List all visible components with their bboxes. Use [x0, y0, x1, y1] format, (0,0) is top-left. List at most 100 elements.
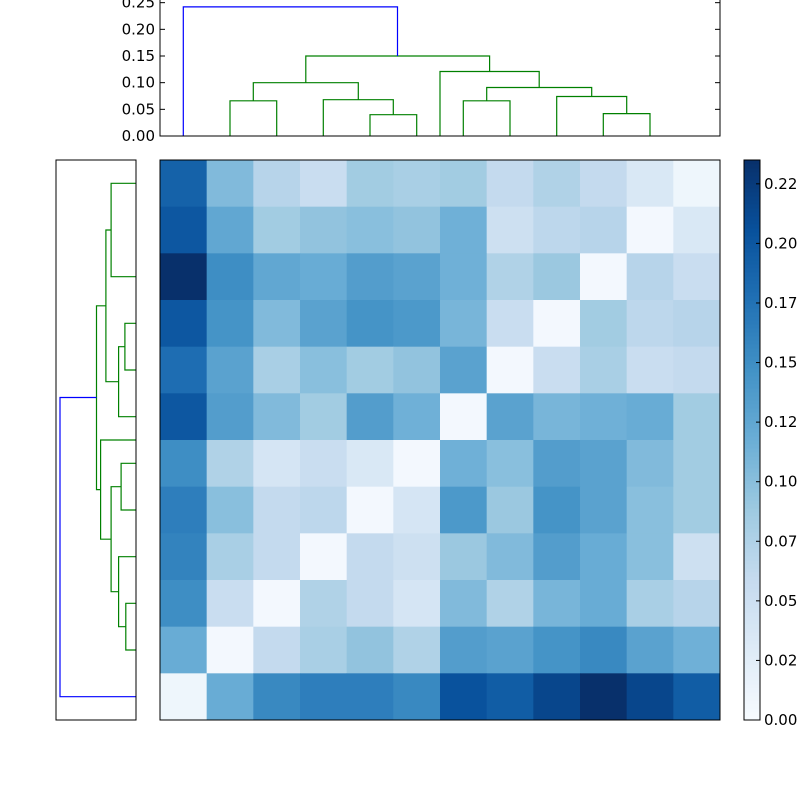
heatmap-cell [580, 533, 628, 581]
heatmap-cell [580, 393, 628, 441]
colorbar-segment [744, 568, 760, 573]
colorbar-segment [744, 644, 760, 649]
colorbar-segment [744, 592, 760, 597]
heatmap-cell [253, 440, 301, 488]
colorbar-segment [744, 244, 760, 249]
heatmap-cell [533, 206, 581, 254]
colorbar-segment [744, 480, 760, 485]
heatmap-cell [300, 673, 348, 721]
colorbar-segment [744, 352, 760, 357]
colorbar-segment [744, 160, 760, 165]
heatmap-cell [206, 673, 254, 721]
colorbar-segment [744, 432, 760, 437]
heatmap-cell [626, 533, 674, 581]
colorbar-segment [744, 400, 760, 405]
heatmap-cell [533, 393, 581, 441]
heatmap-cell [300, 626, 348, 674]
colorbar-segment [744, 372, 760, 377]
heatmap-cell [626, 393, 674, 441]
colorbar-segment [744, 208, 760, 213]
heatmap-cell [626, 160, 674, 208]
heatmap-cell [626, 253, 674, 301]
colorbar-segment [744, 424, 760, 429]
top-dendrogram-tick-label: 0.00 [122, 127, 155, 145]
heatmap-cell [440, 580, 488, 628]
colorbar-tick-label: 0.22 [764, 175, 797, 193]
heatmap-cell [533, 253, 581, 301]
colorbar-segment [744, 564, 760, 569]
colorbar-segment [744, 248, 760, 253]
heatmap-cell [486, 626, 534, 674]
colorbar-segment [744, 188, 760, 193]
colorbar-segment [744, 320, 760, 325]
colorbar-segment [744, 300, 760, 305]
colorbar-segment [744, 492, 760, 497]
heatmap-cell [673, 673, 721, 721]
colorbar-segment [744, 368, 760, 373]
colorbar-segment [744, 376, 760, 381]
colorbar-segment [744, 532, 760, 537]
colorbar-segment [744, 632, 760, 637]
heatmap-cell [486, 300, 534, 348]
colorbar-segment [744, 556, 760, 561]
heatmap-cell [580, 673, 628, 721]
colorbar-segment [744, 712, 760, 717]
heatmap-cell [393, 346, 441, 394]
heatmap-cell [393, 206, 441, 254]
heatmap-cell [580, 580, 628, 628]
colorbar-segment [744, 272, 760, 277]
colorbar-segment [744, 676, 760, 681]
heatmap-cell [346, 253, 394, 301]
colorbar-segment [744, 540, 760, 545]
heatmap-cell [300, 346, 348, 394]
colorbar-segment [744, 176, 760, 181]
colorbar: 0.00 0.02 0.05 0.07 0.10 0.12 0.15 0.17 0.20 0.22 [743, 159, 797, 729]
colorbar-segment [744, 652, 760, 657]
heatmap-cell [393, 300, 441, 348]
colorbar-segment [744, 484, 760, 489]
colorbar-segment [744, 420, 760, 425]
colorbar-segment [744, 304, 760, 309]
heatmap-cell [580, 486, 628, 534]
top-dendrogram-frame [159, 0, 721, 137]
colorbar-segment [744, 328, 760, 333]
colorbar-segment [744, 616, 760, 621]
colorbar-segment [744, 268, 760, 273]
colorbar-segment [744, 680, 760, 685]
colorbar-segment [744, 396, 760, 401]
colorbar-segment [744, 716, 760, 721]
colorbar-segment [744, 596, 760, 601]
colorbar-tick-label: 0.10 [764, 473, 797, 491]
heatmap-cell [253, 486, 301, 534]
colorbar-segment [744, 604, 760, 609]
heatmap-cell [486, 486, 534, 534]
top-dendrogram: 0.00 0.05 0.10 0.15 0.20 0.25 [122, 0, 721, 145]
colorbar-segment [744, 636, 760, 641]
colorbar-segment [744, 528, 760, 533]
colorbar-segment [744, 232, 760, 237]
heatmap-cell [673, 533, 721, 581]
heatmap-cell [673, 626, 721, 674]
left-dendrogram-links [59, 182, 136, 698]
colorbar-segment [744, 336, 760, 341]
heatmap-cell [160, 533, 208, 581]
colorbar-segment [744, 260, 760, 265]
colorbar-segment [744, 200, 760, 205]
colorbar-segment [744, 608, 760, 613]
colorbar-segment [744, 620, 760, 625]
colorbar-segment [744, 212, 760, 217]
heatmap-cell [580, 300, 628, 348]
heatmap-cell [253, 673, 301, 721]
colorbar-segment [744, 476, 760, 481]
heatmap-cell [253, 253, 301, 301]
heatmap-cell [393, 673, 441, 721]
heatmap-frame [159, 159, 721, 721]
heatmap-cell [580, 160, 628, 208]
heatmap-cell [673, 440, 721, 488]
heatmap-cell [626, 300, 674, 348]
colorbar-segment [744, 356, 760, 361]
heatmap-cell [300, 486, 348, 534]
heatmap-cell [440, 626, 488, 674]
heatmap-cell [300, 440, 348, 488]
heatmap-cell [253, 160, 301, 208]
